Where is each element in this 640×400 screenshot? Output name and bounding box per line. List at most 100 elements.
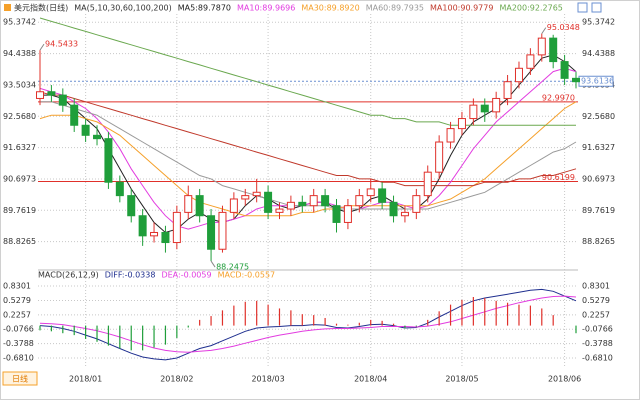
candle-body <box>93 134 102 140</box>
x-tick-label: 2018/02 <box>160 375 193 384</box>
x-tick-label: 2018/03 <box>251 375 284 384</box>
y-tick-label-right: 92.5680 <box>582 112 615 121</box>
candle-body <box>332 205 341 223</box>
candle-body <box>229 198 238 213</box>
candle-body <box>47 91 56 96</box>
candle-body <box>207 215 216 250</box>
y-tick-label: 88.8265 <box>3 237 36 246</box>
candle-body <box>514 67 523 83</box>
legend-entry: DIFF:-0.0338 <box>105 271 156 280</box>
candle-body <box>286 201 295 210</box>
extreme-label: 95.0348 <box>547 23 580 32</box>
y-tick-label: 91.6327 <box>3 143 36 152</box>
x-tick-label: 2018/05 <box>445 375 478 384</box>
legend-entry: MA200:92.2765 <box>499 4 562 13</box>
candle-body <box>218 211 227 250</box>
y-tick-label-right: 88.8265 <box>582 237 615 246</box>
candle-body <box>241 195 250 200</box>
level-label: 92.9970 <box>542 93 575 102</box>
candle-body <box>138 215 147 237</box>
candle-body <box>127 195 136 217</box>
legend-entry: MA5:89.7870 <box>178 4 231 13</box>
indicator-line <box>39 17 576 126</box>
y-tick-label-right: 89.7619 <box>582 206 615 215</box>
y-tick-label: 0.5279 <box>3 296 31 305</box>
y-tick-label-right: 0.2257 <box>582 310 610 319</box>
candle-body <box>400 211 409 217</box>
extreme-pointer <box>210 260 216 268</box>
title-icon <box>4 4 11 11</box>
last-price-label: 93.6136 <box>581 77 614 86</box>
chart-title: 美元指数(日线) <box>14 3 68 13</box>
candle-body <box>355 195 364 207</box>
extreme-pointer <box>541 27 547 34</box>
candle-body <box>264 191 273 213</box>
x-tick-label: 2018/06 <box>548 375 581 384</box>
candle-body <box>195 195 204 217</box>
candle-body <box>184 195 193 213</box>
y-tick-label-right: 94.4388 <box>582 49 615 58</box>
x-tick-label: 2018/01 <box>69 375 102 384</box>
y-tick-label: 89.7619 <box>3 206 36 215</box>
indicator-line <box>39 91 577 187</box>
y-tick-label: 94.4388 <box>3 49 36 58</box>
indicator-line <box>39 67 577 230</box>
candle-body <box>572 77 580 83</box>
candle-body <box>343 205 352 223</box>
candle-body <box>150 231 159 237</box>
extreme-pointer <box>39 43 45 51</box>
x-tick-label: 2018/04 <box>354 375 387 384</box>
candle-body <box>457 118 466 130</box>
candle-body <box>537 37 546 56</box>
settings-icon[interactable] <box>577 2 588 13</box>
y-tick-label: 92.5680 <box>3 112 36 121</box>
y-tick-label-right: 91.6327 <box>582 143 615 152</box>
candle-body <box>378 188 387 203</box>
candle-body <box>81 124 90 136</box>
candle-body <box>446 128 455 143</box>
candle-body <box>492 97 501 113</box>
candle-body <box>70 104 79 126</box>
y-tick-label: -0.0766 <box>3 325 34 334</box>
candle-body <box>275 208 284 213</box>
candle-body <box>389 201 398 217</box>
legend-entry: MA10:89.9696 <box>237 4 295 13</box>
y-tick-label: -0.6810 <box>3 354 34 363</box>
candle-body <box>469 104 478 120</box>
legend-entry: MA100:90.9779 <box>430 4 493 13</box>
legend-entry: MACD:-0.0557 <box>218 271 276 280</box>
candle-body <box>412 195 421 213</box>
candle-body <box>549 37 558 63</box>
indicator-label: MA(5,10,30,60,100,200) <box>74 4 172 13</box>
y-tick-label-right: 0.8301 <box>582 282 610 291</box>
level-label: 90.6199 <box>542 173 575 182</box>
candle-body <box>58 94 67 106</box>
y-tick-label: 95.3742 <box>3 18 36 27</box>
candle-body <box>480 104 489 113</box>
macd-title: MACD(26,12,9) <box>38 271 99 280</box>
candle-body <box>115 181 124 197</box>
extreme-label: 94.5433 <box>45 40 78 49</box>
y-tick-label: -0.3788 <box>3 339 34 348</box>
candle-body <box>104 138 113 183</box>
candle-body <box>366 188 375 197</box>
indicator-line <box>40 101 577 210</box>
candle-body <box>252 191 261 197</box>
candle-body <box>298 201 307 207</box>
expand-icon[interactable] <box>591 2 602 13</box>
y-tick-label-right: -0.6810 <box>582 354 613 363</box>
candle-body <box>503 81 512 99</box>
y-tick-label-right: 0.5279 <box>582 296 610 305</box>
y-tick-label-right: 90.6973 <box>582 174 615 183</box>
period-button[interactable] <box>2 371 38 386</box>
indicator-line <box>39 295 577 353</box>
legend-entry: MA30:89.8920 <box>301 4 359 13</box>
indicator-line <box>39 101 577 217</box>
y-tick-label-right: -0.3788 <box>582 339 613 348</box>
legend-entry: DEA:-0.0059 <box>161 271 211 280</box>
y-tick-label-right: -0.0766 <box>582 325 613 334</box>
period-label[interactable]: 日线 <box>12 374 28 384</box>
candle-body <box>161 231 170 244</box>
